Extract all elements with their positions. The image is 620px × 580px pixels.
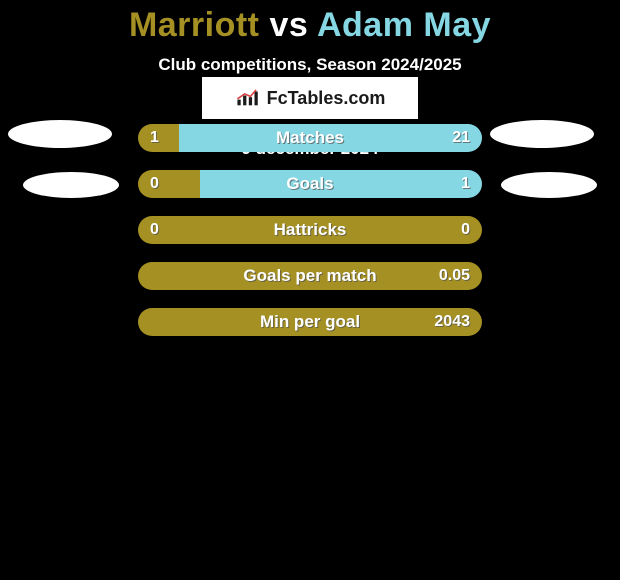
subtitle: Club competitions, Season 2024/2025 — [0, 55, 620, 75]
value-right: 2043 — [434, 313, 470, 331]
title-right: Adam May — [317, 6, 491, 44]
fill-right — [200, 170, 482, 198]
stat-row: 2043 Min per goal — [138, 308, 482, 336]
brand-text: FcTables.com — [267, 88, 386, 109]
row-label: Goals per match — [243, 266, 376, 286]
row-label: Matches — [276, 128, 344, 148]
page-title: Marriott vs Adam May — [0, 0, 620, 45]
title-left: Marriott — [129, 6, 260, 44]
ellipse-bottom-left — [23, 172, 119, 198]
ellipse-bottom-right — [501, 172, 597, 198]
title-vs: vs — [260, 6, 317, 44]
value-left: 0 — [150, 221, 159, 239]
value-right: 21 — [452, 129, 470, 147]
stats-rows: 1 21 Matches 0 1 Goals 0 0 Hattricks 0.05 Goals pe… — [138, 124, 482, 354]
fill-left — [138, 170, 200, 198]
brand-badge: FcTables.com — [202, 77, 418, 119]
value-right: 0 — [461, 221, 470, 239]
stat-row: 0 1 Goals — [138, 170, 482, 198]
stat-row: 1 21 Matches — [138, 124, 482, 152]
bar-chart-icon — [235, 87, 261, 109]
row-label: Hattricks — [274, 220, 347, 240]
value-right: 1 — [461, 175, 470, 193]
stat-row: 0.05 Goals per match — [138, 262, 482, 290]
value-left: 0 — [150, 175, 159, 193]
value-left: 1 — [150, 129, 159, 147]
value-right: 0.05 — [439, 267, 470, 285]
stat-row: 0 0 Hattricks — [138, 216, 482, 244]
row-label: Min per goal — [260, 312, 360, 332]
row-label: Goals — [286, 174, 333, 194]
